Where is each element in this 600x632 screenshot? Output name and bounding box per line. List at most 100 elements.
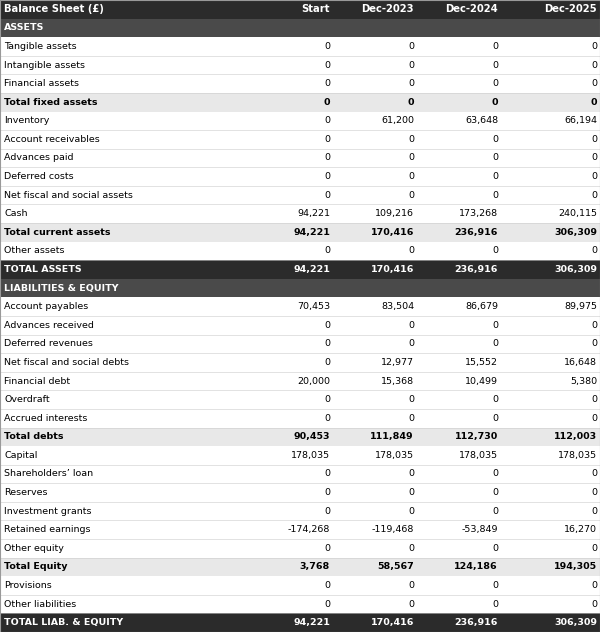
Text: 0: 0 [324,135,330,144]
Text: 0: 0 [591,79,597,88]
Text: 94,221: 94,221 [297,209,330,218]
Text: 89,975: 89,975 [564,302,597,311]
Text: Overdraft: Overdraft [4,395,50,404]
Bar [0,391,600,409]
Bar [0,149,600,167]
Text: 0: 0 [492,470,498,478]
Text: 90,453: 90,453 [293,432,330,441]
Text: Dec-2024: Dec-2024 [445,4,498,15]
Text: 0: 0 [408,507,414,516]
Text: 15,368: 15,368 [381,377,414,386]
Text: 0: 0 [590,98,597,107]
Bar [0,557,600,576]
Text: 63,648: 63,648 [465,116,498,125]
Text: Total fixed assets: Total fixed assets [4,98,98,107]
Text: 0: 0 [492,154,498,162]
Text: 0: 0 [323,98,330,107]
Text: Retained earnings: Retained earnings [4,525,91,534]
Text: -53,849: -53,849 [461,525,498,534]
Text: Provisions: Provisions [4,581,52,590]
Text: 178,035: 178,035 [375,451,414,460]
Text: Total current assets: Total current assets [4,228,111,237]
Text: 0: 0 [591,191,597,200]
Text: 0: 0 [492,544,498,553]
Bar [0,75,600,93]
Text: 5,380: 5,380 [570,377,597,386]
Text: Net fiscal and social debts: Net fiscal and social debts [4,358,129,367]
Text: 178,035: 178,035 [291,451,330,460]
Bar [0,465,600,483]
Text: -174,268: -174,268 [287,525,330,534]
Text: 83,504: 83,504 [381,302,414,311]
Text: 0: 0 [324,172,330,181]
Bar [0,279,600,298]
Text: Other liabilities: Other liabilities [4,600,76,609]
Text: 112,003: 112,003 [554,432,597,441]
Text: Advances paid: Advances paid [4,154,74,162]
Text: 178,035: 178,035 [558,451,597,460]
Text: 306,309: 306,309 [554,228,597,237]
Text: Financial assets: Financial assets [4,79,79,88]
Text: 3,768: 3,768 [300,562,330,571]
Text: 12,977: 12,977 [381,358,414,367]
Text: Dec-2025: Dec-2025 [544,4,597,15]
Text: 124,186: 124,186 [454,562,498,571]
Text: Total debts: Total debts [4,432,64,441]
Text: Account payables: Account payables [4,302,88,311]
Bar [0,111,600,130]
Text: 0: 0 [492,61,498,70]
Text: 0: 0 [324,544,330,553]
Bar [0,260,600,279]
Text: 236,916: 236,916 [455,265,498,274]
Text: 0: 0 [492,246,498,255]
Text: 0: 0 [492,339,498,348]
Text: 0: 0 [408,154,414,162]
Text: 0: 0 [591,172,597,181]
Text: 0: 0 [324,61,330,70]
Bar [0,241,600,260]
Text: 170,416: 170,416 [371,228,414,237]
Bar [0,0,600,18]
Text: 10,499: 10,499 [465,377,498,386]
Text: 0: 0 [324,154,330,162]
Text: 0: 0 [492,600,498,609]
Bar [0,539,600,557]
Text: 0: 0 [408,581,414,590]
Text: 0: 0 [324,79,330,88]
Text: Start: Start [301,4,330,15]
Text: 0: 0 [324,321,330,330]
Bar [0,576,600,595]
Text: 0: 0 [408,135,414,144]
Text: 0: 0 [408,339,414,348]
Text: 111,849: 111,849 [370,432,414,441]
Text: 0: 0 [408,395,414,404]
Text: 0: 0 [324,581,330,590]
Text: 109,216: 109,216 [375,209,414,218]
Text: 173,268: 173,268 [459,209,498,218]
Bar [0,186,600,205]
Text: 0: 0 [591,414,597,423]
Bar [0,353,600,372]
Text: Deferred costs: Deferred costs [4,172,74,181]
Text: 0: 0 [324,191,330,200]
Text: Other assets: Other assets [4,246,65,255]
Text: 0: 0 [408,321,414,330]
Text: Reserves: Reserves [4,488,48,497]
Text: 58,567: 58,567 [377,562,414,571]
Text: 194,305: 194,305 [554,562,597,571]
Text: 0: 0 [324,395,330,404]
Text: 236,916: 236,916 [455,228,498,237]
Bar [0,446,600,465]
Text: 94,221: 94,221 [293,265,330,274]
Bar [0,614,600,632]
Bar [0,409,600,427]
Text: 0: 0 [591,321,597,330]
Text: 0: 0 [408,191,414,200]
Text: 94,221: 94,221 [293,228,330,237]
Text: 0: 0 [324,600,330,609]
Text: 0: 0 [591,600,597,609]
Text: 0: 0 [324,507,330,516]
Text: Financial debt: Financial debt [4,377,70,386]
Text: 0: 0 [492,414,498,423]
Text: 0: 0 [408,61,414,70]
